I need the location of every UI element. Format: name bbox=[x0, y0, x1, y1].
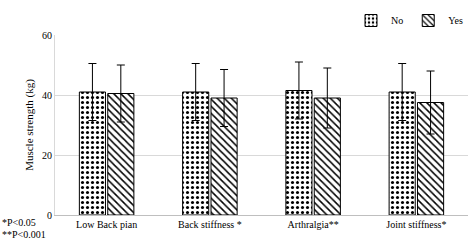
svg-text:**P<0.001: **P<0.001 bbox=[2, 229, 46, 240]
svg-text:60: 60 bbox=[42, 30, 52, 41]
svg-text:*P<0.05: *P<0.05 bbox=[2, 217, 36, 228]
svg-text:40: 40 bbox=[42, 90, 52, 101]
svg-text:Yes: Yes bbox=[448, 15, 463, 26]
svg-text:Back stiffness *: Back stiffness * bbox=[178, 219, 242, 230]
svg-text:Joint stiffness*: Joint stiffness* bbox=[386, 219, 446, 230]
svg-text:20: 20 bbox=[42, 150, 52, 161]
svg-text:No: No bbox=[391, 15, 403, 26]
svg-text:Muscle strength (kg): Muscle strength (kg) bbox=[23, 79, 36, 171]
svg-text:0: 0 bbox=[47, 210, 52, 221]
svg-text:Low Back pian: Low Back pian bbox=[76, 219, 137, 230]
svg-text:Arthralgia**: Arthralgia** bbox=[288, 219, 339, 230]
